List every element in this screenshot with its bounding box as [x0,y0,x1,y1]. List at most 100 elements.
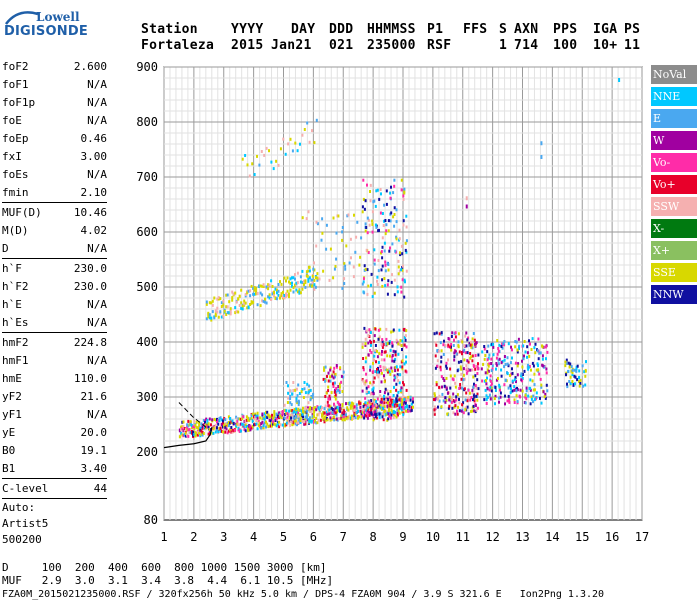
echo-point [253,417,255,421]
echo-point [437,405,439,409]
echo-point [388,341,391,345]
echo-point [186,428,189,432]
echo-point [358,401,361,405]
echo-point [475,341,478,345]
echo-point [527,367,530,371]
echo-point [400,285,403,289]
echo-point [307,277,310,281]
echo-point [206,425,209,429]
echo-point [308,140,311,144]
legend-item-noval: NoVal [651,65,697,84]
echo-point [193,433,196,436]
echo-point [272,167,275,171]
echo-point [361,410,364,414]
x-tick-label: 9 [399,530,406,544]
echo-point [306,406,309,410]
echo-point [199,428,202,432]
echo-point [312,415,315,419]
echo-point [575,365,578,369]
echo-point [199,434,202,438]
echo-point [362,408,365,412]
echo-point [443,384,446,388]
header-label-ffs: FFS [463,22,488,37]
echo-point [363,326,366,330]
echo-point [332,216,335,220]
echo-point [263,153,266,157]
echo-point [459,383,462,386]
echo-point [515,340,518,344]
echo-point [341,238,344,242]
echo-point [507,394,510,398]
echo-point [294,283,296,287]
param-value: 4.02 [80,224,108,237]
echo-point [406,404,408,408]
echo-point [366,405,369,409]
echo-point [395,235,398,239]
echo-point [335,257,338,261]
echo-point [504,362,507,366]
param-row: h`Es N/A [2,314,107,332]
echo-point [526,355,528,359]
echo-point [287,391,290,395]
echo-point [278,420,281,424]
echo-point [357,416,359,420]
echo-point [399,373,402,377]
echo-point [369,344,372,347]
echo-point [382,224,385,227]
echo-point [328,404,331,408]
echo-point [201,431,204,434]
echo-point [325,391,328,395]
echo-point [211,427,214,431]
echo-point [212,427,215,431]
echo-point [335,406,338,410]
echo-point [506,362,509,366]
echo-point [485,379,487,382]
echo-point [303,422,306,426]
echo-point [220,418,223,422]
echo-point [300,415,303,419]
echo-point [566,385,569,389]
echo-point [357,409,359,413]
echo-point [291,423,294,427]
param-name: h`F [2,262,22,275]
echo-point [194,431,197,435]
echo-point [486,371,489,375]
echo-point [399,365,402,369]
echo-point [388,396,391,400]
echo-point [373,354,376,358]
echo-point [282,290,284,294]
echo-point [271,424,273,428]
echo-point [182,425,185,429]
param-row: foF2 2.600 [2,58,107,76]
echo-point [318,277,321,281]
echo-point [276,288,278,292]
echo-point [492,345,495,349]
echo-point [292,276,295,280]
echo-point [510,372,513,376]
echo-point [400,408,403,412]
echo-point [314,419,316,423]
echo-point [296,423,298,427]
divider [2,202,107,203]
echo-point [440,355,443,359]
echo-point [295,407,298,411]
echo-point [462,378,465,382]
echo-point [434,394,436,398]
echo-point [345,244,348,248]
echo-point [372,380,375,384]
echo-point [222,303,225,307]
echo-point [518,344,521,348]
echo-point [405,214,408,218]
echo-point [270,279,273,283]
echo-point [193,420,196,424]
echo-point [367,341,370,345]
param-name: foEs [2,168,29,181]
echo-point [272,416,275,420]
echo-point [533,388,536,392]
echo-point [247,418,250,422]
echo-point [510,387,512,391]
echo-point [529,388,532,392]
echo-point [362,368,365,372]
echo-point [568,365,571,369]
echo-point [184,430,187,434]
